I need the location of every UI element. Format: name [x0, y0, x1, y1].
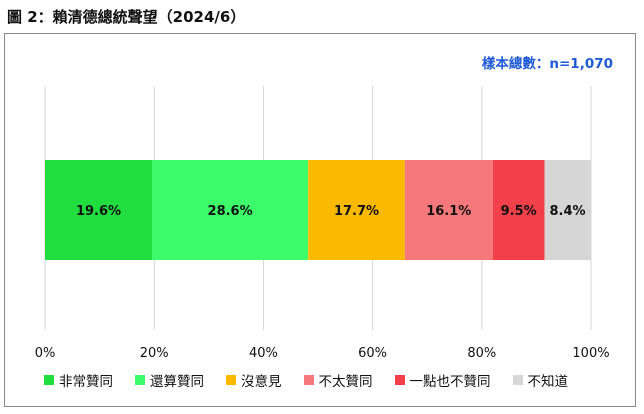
x-tick-label: 100% — [572, 346, 609, 361]
data-label: 9.5% — [501, 204, 537, 219]
legend-item: 沒意見 — [226, 370, 282, 390]
legend-label: 非常贊同 — [59, 374, 113, 390]
data-label: 19.6% — [76, 204, 121, 219]
bar-segment — [152, 160, 309, 260]
x-tick-label: 60% — [358, 346, 387, 361]
data-label: 17.7% — [334, 204, 379, 219]
data-label: 16.1% — [426, 204, 471, 219]
legend-item: 非常贊同 — [44, 370, 113, 390]
legend-swatch — [303, 375, 314, 385]
legend-label: 還算贊同 — [150, 374, 204, 390]
sample-size-note: 樣本總數：n=1,070 — [481, 56, 613, 72]
legend-item: 不太贊同 — [303, 370, 373, 390]
x-tick-label: 80% — [467, 346, 496, 361]
legend-swatch — [44, 375, 54, 385]
legend-label: 沒意見 — [241, 374, 282, 390]
x-tick-label: 40% — [249, 346, 278, 361]
data-label: 8.4% — [549, 204, 585, 219]
bar-segment — [308, 160, 405, 260]
chart-title: 圖 2：賴清德總統聲望（2024/6） — [7, 8, 246, 26]
legend-item: 一點也不贊同 — [394, 370, 491, 390]
legend-item: 還算贊同 — [135, 370, 204, 390]
legend-label: 不知道 — [527, 374, 569, 390]
bar-segment — [544, 160, 591, 260]
x-tick-label: 0% — [35, 346, 56, 361]
legend-item: 不知道 — [512, 370, 569, 390]
data-label: 28.6% — [208, 204, 253, 219]
legend-label: 一點也不贊同 — [409, 374, 491, 390]
bar-segment — [492, 160, 545, 260]
legend: 非常贊同 還算贊同 沒意見 不太贊同 一點也不贊同 不知道 — [44, 369, 624, 391]
legend-label: 不太贊同 — [318, 374, 373, 390]
x-tick-label: 20% — [140, 346, 169, 361]
legend-swatch — [394, 375, 405, 385]
legend-swatch — [226, 375, 236, 385]
legend-swatch — [512, 375, 523, 385]
bar-segment — [45, 160, 153, 260]
legend-swatch — [135, 375, 145, 385]
bar-segment — [404, 160, 493, 260]
